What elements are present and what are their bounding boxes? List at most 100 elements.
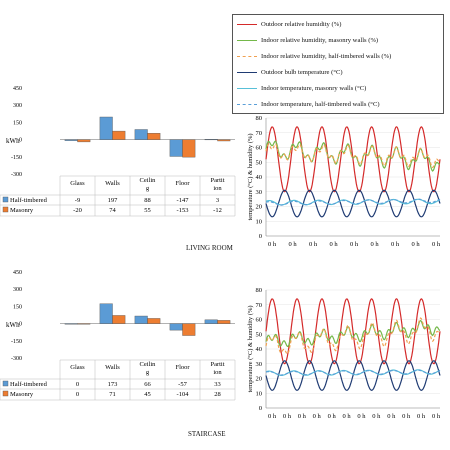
legend-item: Outdoor relative humidity (%) xyxy=(237,18,341,30)
x-tick-label: 0 h xyxy=(357,413,366,420)
bar xyxy=(77,323,91,325)
legend-swatch xyxy=(237,23,257,25)
category-label: Ceilin xyxy=(140,177,157,184)
legend-swatch xyxy=(237,103,257,105)
y-tick-label: 40 xyxy=(256,346,263,353)
bar xyxy=(147,318,161,324)
y-tick-label: 30 xyxy=(256,189,263,196)
y-axis-label: kWh xyxy=(6,137,20,145)
legend-swatch xyxy=(237,87,257,89)
y-tick-label: 150 xyxy=(13,120,22,126)
legend-item: Indoor relative humidity, masonry walls … xyxy=(237,34,378,46)
living-room-title: LIVING ROOM xyxy=(186,244,233,252)
data-label: 74 xyxy=(109,207,116,214)
data-label: 0 xyxy=(76,381,79,388)
data-label: 88 xyxy=(144,197,151,204)
y-tick-label: 0 xyxy=(19,138,22,144)
table-legend-swatch xyxy=(2,206,9,213)
y-axis-label: kWh xyxy=(6,321,20,329)
y-tick-label: 80 xyxy=(256,115,263,122)
table-legend-swatch xyxy=(2,196,9,203)
staircase-title: STAIRCASE xyxy=(188,430,226,438)
y-tick-label: 40 xyxy=(256,174,263,181)
data-label: -153 xyxy=(177,207,189,214)
bar xyxy=(64,139,78,141)
x-tick-label: 0 h xyxy=(350,241,359,248)
data-label: -104 xyxy=(177,391,190,398)
legend-item: Indoor relative humidity, half-timbered … xyxy=(237,50,391,62)
table-legend-swatch xyxy=(2,390,9,397)
staircase-line-chart: 80 70 60 50 40 30 20 10 0 temperature (°C) & humi… xyxy=(247,287,441,420)
x-tick-label: 0 h xyxy=(411,241,420,248)
y-tick-label: 450 xyxy=(13,86,22,92)
bar xyxy=(99,303,113,324)
data-label: 3 xyxy=(216,197,219,204)
legend-item: Indoor temperature, half-timbered walls … xyxy=(237,98,380,110)
chart-legend: Outdoor relative humidity (%) Indoor rela… xyxy=(232,14,444,114)
bar xyxy=(112,315,126,324)
bar xyxy=(204,139,218,141)
bar xyxy=(204,319,218,324)
legend-swatch xyxy=(237,71,257,73)
y-tick-label: 10 xyxy=(256,218,263,225)
legend-label: Indoor temperature, masonry walls (°C) xyxy=(261,84,367,92)
data-label: -12 xyxy=(213,207,222,214)
legend-item: Outdoor bulb temperature (°C) xyxy=(237,66,343,78)
data-label: 71 xyxy=(109,391,116,398)
data-label: -20 xyxy=(73,207,82,214)
y-tick-label: -300 xyxy=(11,356,22,362)
x-tick-label: 0 h xyxy=(342,413,351,420)
category-label: Walls xyxy=(105,364,120,371)
series-label: Half-timbered xyxy=(10,381,48,388)
x-tick-label: 0 h xyxy=(387,413,396,420)
legend-swatch xyxy=(237,55,257,57)
y-tick-label: 50 xyxy=(256,159,263,166)
x-tick-label: 0 h xyxy=(432,413,441,420)
category-label: g xyxy=(146,369,150,376)
data-label: 197 xyxy=(108,197,119,204)
legend-label: Indoor relative humidity, half-timbered … xyxy=(261,52,392,60)
y-tick-label: 50 xyxy=(256,331,263,338)
y-tick-label: -150 xyxy=(11,339,22,345)
category-label: ion xyxy=(213,369,222,376)
data-label: 45 xyxy=(144,391,151,398)
series-label: Masonry xyxy=(10,207,34,214)
series-label: Masonry xyxy=(10,391,34,398)
category-label: g xyxy=(146,185,150,192)
series-line xyxy=(265,140,441,172)
series-line xyxy=(265,198,441,206)
y-tick-label: 80 xyxy=(256,287,263,294)
legend-swatch xyxy=(237,39,257,41)
y-tick-label: -150 xyxy=(11,155,22,161)
series-line xyxy=(265,298,441,365)
bar xyxy=(169,323,183,331)
x-tick-label: 0 h xyxy=(313,413,322,420)
y-tick-label: 70 xyxy=(256,302,263,309)
data-label: 173 xyxy=(108,381,118,388)
bar xyxy=(217,139,231,142)
category-label: Glass xyxy=(70,364,85,371)
bar xyxy=(182,323,196,336)
bar xyxy=(112,130,126,140)
series-line xyxy=(265,360,441,391)
bar xyxy=(147,133,161,140)
y-tick-label: 150 xyxy=(13,304,22,310)
y-tick-label: 20 xyxy=(256,376,263,383)
category-label: Glass xyxy=(70,180,85,187)
y-tick-label: 300 xyxy=(13,103,22,109)
legend-item: Indoor temperature, masonry walls (°C) xyxy=(237,82,366,94)
data-label: 0 xyxy=(76,391,79,398)
category-label: Floor xyxy=(175,364,190,371)
x-tick-label: 0 h xyxy=(372,413,381,420)
category-label: Partit xyxy=(210,177,224,184)
y-tick-label: 450 xyxy=(13,270,22,276)
bar xyxy=(134,315,148,324)
series-line xyxy=(265,143,441,169)
x-tick-label: 0 h xyxy=(309,241,318,248)
x-tick-label: 0 h xyxy=(268,241,277,248)
x-tick-label: 0 h xyxy=(268,413,277,420)
y-tick-label: 20 xyxy=(256,204,263,211)
y-tick-label: -300 xyxy=(11,172,22,178)
